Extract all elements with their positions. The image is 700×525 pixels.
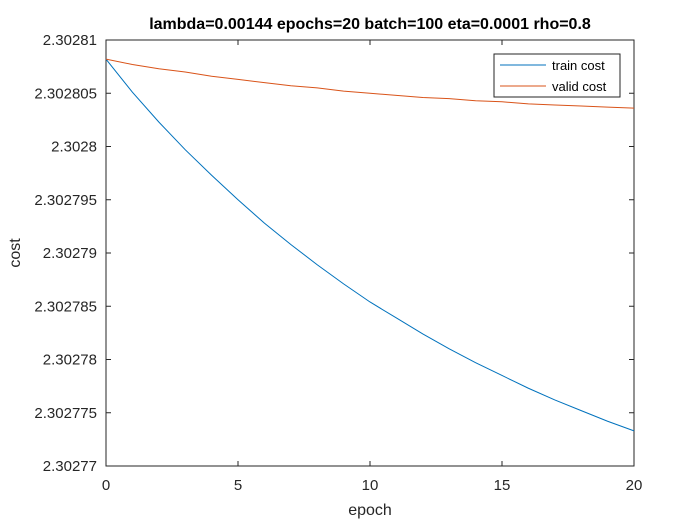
tick-layer: 0 5 10 15 20 2.30277 2.302775 2.30278 2.302785 2.… (34, 32, 642, 494)
y-tick-label: 2.30278 (43, 352, 97, 369)
chart-title: lambda=0.00144 epochs=20 batch=100 eta=0… (149, 16, 591, 33)
y-tick-label: 2.3028 (51, 139, 97, 156)
axes-box (105, 39, 635, 467)
x-tick-label: 15 (494, 477, 511, 494)
legend-box (493, 53, 621, 98)
legend-label-train-cost: train cost (552, 58, 605, 73)
y-tick-label: 2.30277 (43, 458, 97, 475)
y-tick-label: 2.302795 (34, 192, 97, 209)
series-line-train-cost (105, 58, 635, 432)
y-tick-label: 2.302775 (34, 405, 97, 422)
y-axis-label: cost (7, 238, 24, 268)
y-tick-label: 2.30279 (43, 245, 97, 262)
x-axis-label: epoch (348, 502, 392, 519)
legend: train cost valid cost (493, 53, 621, 98)
x-tick-label: 5 (234, 477, 242, 494)
x-tick-label: 20 (626, 477, 643, 494)
x-tick-label: 10 (362, 477, 379, 494)
legend-label-valid-cost: valid cost (552, 79, 607, 94)
y-tick-label: 2.302805 (34, 85, 97, 102)
series-line-valid-cost (105, 58, 635, 109)
plot-area: 0 5 10 15 20 2.30277 2.302775 2.30278 2.302785 2.… (34, 32, 642, 494)
y-tick-label: 2.302785 (34, 298, 97, 315)
y-tick-label: 2.30281 (43, 32, 97, 49)
series-layer (105, 58, 635, 432)
x-tick-label: 0 (102, 477, 110, 494)
